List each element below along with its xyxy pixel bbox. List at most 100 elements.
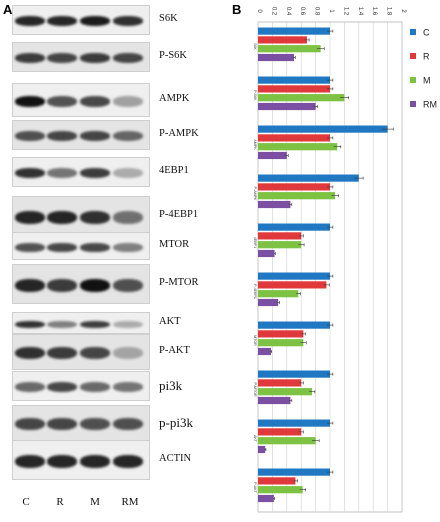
category-label: P-S6K xyxy=(253,90,257,101)
blot-band xyxy=(113,418,143,430)
bar xyxy=(258,290,299,298)
blot-label: pi3k xyxy=(159,378,183,393)
category-label: AMPK xyxy=(253,139,257,150)
bar xyxy=(258,330,304,338)
bar xyxy=(258,281,327,289)
blot-band xyxy=(80,279,110,292)
blot-band xyxy=(47,168,77,178)
bar xyxy=(258,486,303,494)
blot-strip xyxy=(12,334,150,370)
legend-label: R xyxy=(423,52,430,62)
western-blot-panel: A S6K P-S6K AMPK P-AMPK 4EBP1 P-4EBP1 MTOR P-MT… xyxy=(3,2,199,508)
category-label: P-MTOR xyxy=(253,382,257,397)
blot-band xyxy=(80,418,110,430)
blot-strip xyxy=(12,42,150,72)
blot-label: P-S6K xyxy=(159,50,188,61)
blot-strip xyxy=(12,157,150,187)
blot-band xyxy=(47,321,77,328)
blot-label: AKT xyxy=(159,316,181,327)
blot-label: MTOR xyxy=(159,239,190,250)
bar xyxy=(258,53,294,62)
tick-label: 0.2 xyxy=(270,7,276,16)
legend-label: RM xyxy=(423,100,437,110)
blot-strip xyxy=(12,83,150,117)
blot-strip xyxy=(12,196,150,236)
panel-label-a: A xyxy=(3,2,13,17)
bar xyxy=(258,223,330,231)
blot-band xyxy=(47,53,77,63)
blot-band xyxy=(47,347,77,359)
bar xyxy=(258,396,291,405)
tick-label: 0.6 xyxy=(299,7,305,16)
blot-band xyxy=(113,455,143,468)
blot-band xyxy=(15,382,45,392)
tick-label: 2 xyxy=(400,9,406,13)
lane-label: C xyxy=(22,496,30,508)
bar xyxy=(258,437,316,445)
bar xyxy=(258,468,330,476)
bar xyxy=(258,241,302,249)
blot-band xyxy=(15,53,45,63)
bar xyxy=(258,272,330,280)
bar xyxy=(258,339,304,347)
blot-label: P-4EBP1 xyxy=(159,209,199,220)
tick-label: 0 xyxy=(256,9,262,13)
blot-band xyxy=(80,382,110,392)
blot-band xyxy=(15,279,45,292)
bar xyxy=(258,125,388,133)
blot-band xyxy=(113,211,143,224)
blot-band xyxy=(80,455,110,468)
bar xyxy=(258,494,274,503)
blot-band xyxy=(47,455,77,468)
bar xyxy=(258,200,291,209)
blot-band xyxy=(80,96,110,107)
category-label: P-AKT xyxy=(253,482,257,493)
category-label: P-AMPK xyxy=(253,187,257,201)
bar xyxy=(258,388,312,396)
blot-band xyxy=(80,168,110,178)
blot-band xyxy=(47,279,77,292)
category-label: 4EBP1 xyxy=(253,237,257,248)
blot-band xyxy=(113,347,143,359)
bar xyxy=(258,321,330,329)
blot-strip xyxy=(12,405,150,441)
bar xyxy=(258,477,296,485)
blot-band xyxy=(15,455,45,468)
blot-strip xyxy=(12,312,150,334)
blot-band xyxy=(47,131,77,141)
lane-label: R xyxy=(56,496,64,508)
bar xyxy=(258,134,330,142)
blot-label: P-AKT xyxy=(159,345,190,356)
bar xyxy=(258,151,287,160)
legend-swatch xyxy=(410,53,416,59)
blot-band xyxy=(47,96,77,107)
legend-label: M xyxy=(423,76,431,86)
blot-band xyxy=(113,16,143,26)
legend-label: C xyxy=(423,28,430,38)
bar xyxy=(258,76,330,84)
legend-swatch xyxy=(410,29,416,35)
blot-band xyxy=(15,321,45,328)
blot-label: S6K xyxy=(159,13,178,24)
blot-band xyxy=(47,382,77,392)
bar xyxy=(258,45,321,53)
blot-strip xyxy=(12,264,150,304)
tick-label: 1.4 xyxy=(357,7,363,16)
blot-label: ACTIN xyxy=(159,453,192,464)
bar xyxy=(258,36,307,44)
bar xyxy=(258,192,336,200)
bar xyxy=(258,298,279,307)
panel-label-b: B xyxy=(232,2,242,17)
blot-band xyxy=(47,243,77,252)
blot-label: p-pi3k xyxy=(159,415,193,430)
lane-label: M xyxy=(90,496,100,508)
blot-band xyxy=(47,16,77,26)
category-label: S6K xyxy=(253,43,257,50)
legend-swatch xyxy=(410,101,416,107)
blot-band xyxy=(15,347,45,359)
tick-label: 0.4 xyxy=(285,7,291,16)
bar xyxy=(258,428,302,436)
bar xyxy=(258,249,275,258)
blot-band xyxy=(15,211,45,224)
blot-label: P-MTOR xyxy=(159,277,199,288)
